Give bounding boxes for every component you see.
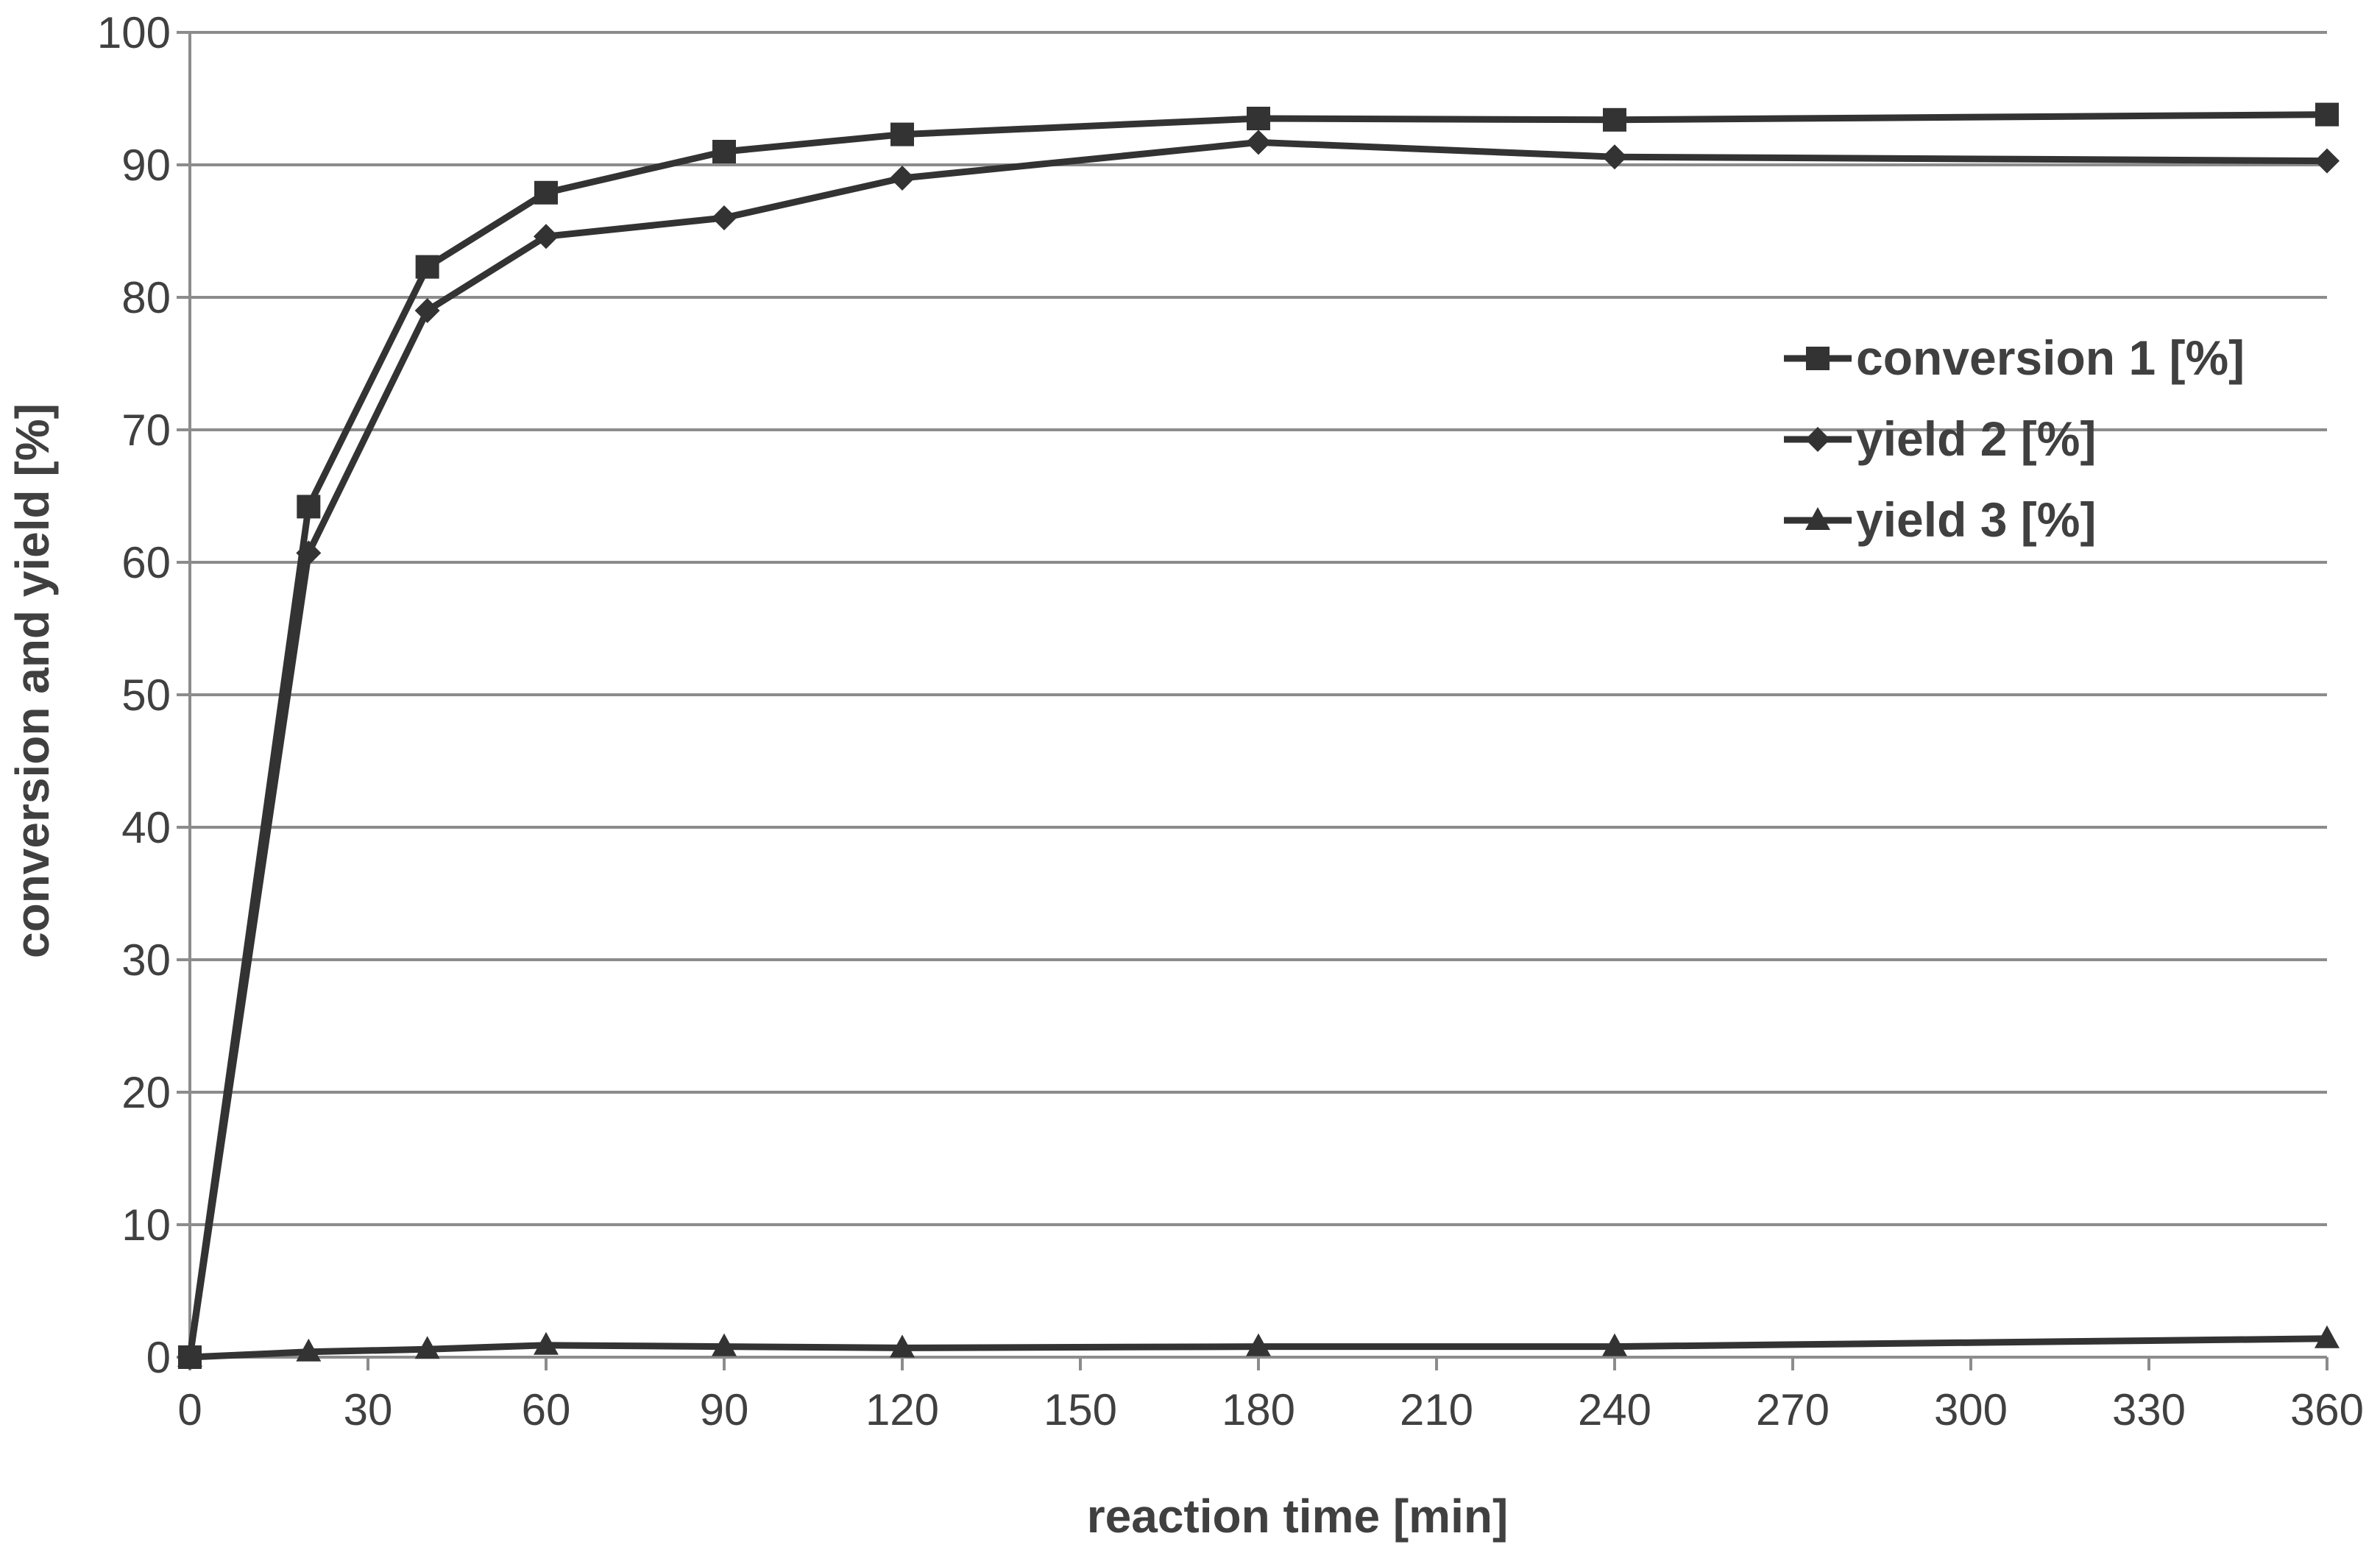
x-tick-label: 150: [1044, 1385, 1117, 1434]
x-tick-label: 90: [700, 1385, 749, 1434]
legend-label: yield 2 [%]: [1856, 411, 2096, 466]
y-axis-title: conversion and yield [%]: [6, 403, 59, 958]
x-tick-label: 330: [2112, 1385, 2186, 1434]
series-1: [178, 102, 2339, 1369]
y-tick-label: 80: [121, 273, 171, 322]
data-point-triangle: [534, 1331, 559, 1355]
data-point-diamond: [1246, 130, 1271, 155]
y-tick-labels: 0 10 20 30 40 50 60 70 80 90 100: [97, 8, 171, 1382]
data-point-diamond: [534, 224, 559, 250]
x-tick-label: 240: [1578, 1385, 1651, 1434]
x-tick-label: 360: [2290, 1385, 2364, 1434]
series-line-2: [186, 138, 2328, 1358]
data-point-triangle: [1246, 1333, 1271, 1356]
data-point-square: [297, 495, 321, 519]
y-tick-label: 100: [97, 8, 171, 57]
x-tick-label: 270: [1756, 1385, 1830, 1434]
legend-item-3: yield 3 [%]: [1784, 492, 2096, 547]
legend-item-1: conversion 1 [%]: [1784, 330, 2245, 385]
x-tick-label: 60: [522, 1385, 571, 1434]
y-tick-label: 50: [121, 670, 171, 720]
legend-item-2: yield 2 [%]: [1784, 411, 2096, 466]
data-point-square: [415, 255, 439, 279]
data-point-triangle: [177, 1344, 202, 1367]
data-point-diamond: [296, 540, 322, 566]
data-point-square: [534, 180, 558, 205]
data-point-triangle: [712, 1333, 737, 1356]
data-point-square: [1247, 107, 1270, 130]
y-tick-label: 20: [121, 1068, 171, 1117]
axes: [177, 31, 2328, 1370]
x-tick-label: 0: [177, 1385, 202, 1434]
legend-label: yield 3 [%]: [1856, 492, 2096, 547]
data-point-square: [890, 122, 914, 146]
data-point-diamond: [1602, 144, 1627, 170]
y-tick-label: 90: [121, 141, 171, 190]
data-point-triangle: [1602, 1333, 1627, 1356]
x-tick-label: 180: [1222, 1385, 1295, 1434]
series-group: [177, 102, 2340, 1370]
series-2: [177, 130, 2340, 1370]
x-tick-label: 300: [1934, 1385, 2008, 1434]
legend: conversion 1 [%] yield 2 [%] yield 3 [%]: [1784, 330, 2245, 547]
series-line-1: [186, 111, 2328, 1358]
data-point-square: [712, 140, 736, 163]
data-point-diamond: [890, 166, 915, 191]
data-point-square: [1603, 107, 1626, 132]
data-point-diamond: [414, 298, 440, 323]
legend-label: conversion 1 [%]: [1856, 330, 2245, 385]
x-tick-label: 210: [1400, 1385, 1473, 1434]
legend-marker-triangle: [1805, 507, 1830, 530]
data-point-diamond: [2315, 148, 2340, 174]
x-tick-label: 30: [344, 1385, 393, 1434]
y-tick-label: 60: [121, 538, 171, 587]
data-point-diamond: [712, 205, 737, 230]
gridlines: [190, 31, 2327, 1359]
series-3: [177, 1325, 2340, 1367]
legend-marker-square: [1806, 347, 1830, 370]
x-axis-title: reaction time [min]: [1087, 1490, 1509, 1543]
x-tick-labels: 0 30 60 90 120 150 180 210 240 270 300 330 360: [177, 1385, 2364, 1434]
y-tick-label: 40: [121, 803, 171, 852]
y-tick-label: 0: [146, 1333, 171, 1382]
data-point-triangle: [296, 1338, 322, 1362]
y-tick-label: 10: [121, 1200, 171, 1250]
data-point-triangle: [890, 1334, 915, 1358]
data-point-triangle: [2315, 1325, 2340, 1348]
data-point-triangle: [414, 1336, 440, 1359]
x-tick-label: 120: [865, 1385, 939, 1434]
data-point-square: [2315, 102, 2339, 127]
y-tick-label: 30: [121, 935, 171, 985]
y-tick-label: 70: [121, 406, 171, 455]
legend-marker-diamond: [1805, 427, 1830, 452]
